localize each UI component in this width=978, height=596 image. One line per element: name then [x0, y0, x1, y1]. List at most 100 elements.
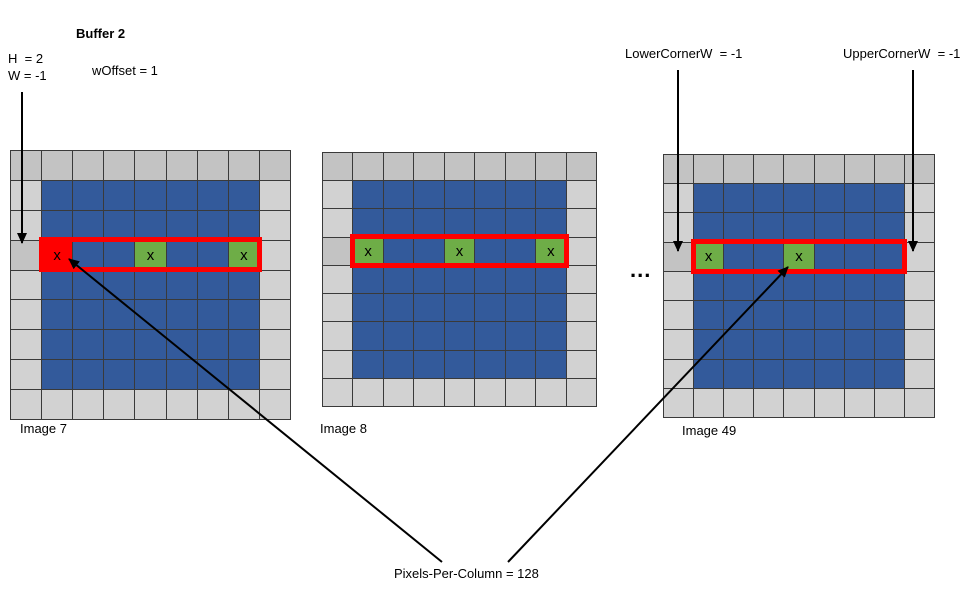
grid-cell: [353, 153, 383, 181]
grid-cell: [724, 359, 754, 388]
grid-cell-marked: x: [228, 240, 259, 270]
grid-cell: [844, 213, 874, 242]
grid-cell: [664, 388, 694, 417]
grid-cell: [383, 350, 414, 378]
grid-cell: [475, 378, 505, 406]
grid-cell: [135, 330, 166, 360]
grid-cell: [505, 294, 536, 322]
grid-cell: [323, 322, 353, 350]
grid-cell: [694, 301, 724, 330]
grid-cell: [505, 350, 536, 378]
grid-cell: [664, 155, 694, 184]
grid-cell: [475, 237, 505, 265]
grid-cell: [694, 213, 724, 242]
grid-cell: [259, 300, 290, 330]
grid-cell: [814, 271, 844, 301]
grid-cell: [104, 210, 135, 240]
grid-cell: [874, 155, 904, 184]
grid-cell: [844, 155, 874, 184]
grid-cell: [353, 322, 383, 350]
grid-cell: [844, 242, 874, 271]
grid-cell: [844, 330, 874, 359]
grid-cell: [11, 330, 42, 360]
grid-cell: [414, 322, 444, 350]
grid-cell: [505, 209, 536, 237]
grid-cell: [566, 237, 596, 265]
grid-cell: [323, 181, 353, 209]
grid-cell: [104, 330, 135, 360]
grid-cell: [353, 181, 383, 209]
grid-cell: [135, 270, 166, 300]
grid-cell: [228, 360, 259, 390]
grid-cell: [323, 153, 353, 181]
grid-cell: [505, 378, 536, 406]
grid-cell: [135, 151, 166, 180]
grid-cell: [166, 180, 197, 210]
grid-cell: [536, 322, 566, 350]
grid-cell: [784, 155, 814, 184]
grid-cell: [444, 350, 475, 378]
grid-cell: [166, 330, 197, 360]
grid-cell: [664, 213, 694, 242]
grid-cell: [383, 237, 414, 265]
grid-cell: [444, 322, 475, 350]
grid-cell: [73, 180, 104, 210]
grid-cell: [166, 270, 197, 300]
grid-cell: [536, 181, 566, 209]
grid-cell: [664, 271, 694, 301]
grid-cell: [259, 180, 290, 210]
grid-cell: [814, 301, 844, 330]
grid-cell: [166, 240, 197, 270]
grid-cell: [754, 242, 784, 271]
grid-cell: [844, 271, 874, 301]
grid-cell: [536, 209, 566, 237]
grid-cell: [353, 350, 383, 378]
grid-cell: [197, 300, 228, 330]
grid-cell: [904, 184, 934, 213]
grid-cell: [323, 209, 353, 237]
grid-cell: [353, 294, 383, 322]
grid-cell: [475, 209, 505, 237]
grid-cell: [11, 240, 42, 270]
grid-cell: [814, 242, 844, 271]
grid-cell: [42, 330, 73, 360]
grid-cell: [228, 270, 259, 300]
grid-cell: [259, 390, 290, 419]
grid-cell: [814, 388, 844, 417]
grid-cell: [135, 390, 166, 419]
grid-cell: [323, 378, 353, 406]
grid-cell: [566, 378, 596, 406]
grid-cell: [42, 360, 73, 390]
grid-cell: [166, 210, 197, 240]
grid-cell: [536, 265, 566, 294]
grid-cell: [754, 359, 784, 388]
grid-cell: [784, 359, 814, 388]
grid-cell: [73, 240, 104, 270]
upper-corner-label: UpperCornerW = -1: [843, 46, 961, 61]
grid-cell: [694, 271, 724, 301]
grid-cell: [874, 359, 904, 388]
grid-cell: [814, 184, 844, 213]
grid-cell: [383, 153, 414, 181]
grid-cell: [536, 350, 566, 378]
grid-cell: [814, 359, 844, 388]
grid-cell: [414, 265, 444, 294]
grid-cell: [904, 271, 934, 301]
grid-cell: [353, 209, 383, 237]
grid-cell: [874, 388, 904, 417]
h-param-label: H = 2: [8, 51, 44, 66]
grid-cell: [73, 151, 104, 180]
grid-cell: [444, 294, 475, 322]
grid-cell: [353, 378, 383, 406]
grid-cell: [135, 360, 166, 390]
grid-cell: [444, 181, 475, 209]
grid-cell: [844, 388, 874, 417]
grid-cell: [11, 210, 42, 240]
w-param-label: W = -1: [8, 68, 47, 83]
grid-cell: [197, 390, 228, 419]
grid-cell: [11, 300, 42, 330]
grid-cell: [383, 209, 414, 237]
grid-cell: [475, 350, 505, 378]
grid-cell: [414, 181, 444, 209]
